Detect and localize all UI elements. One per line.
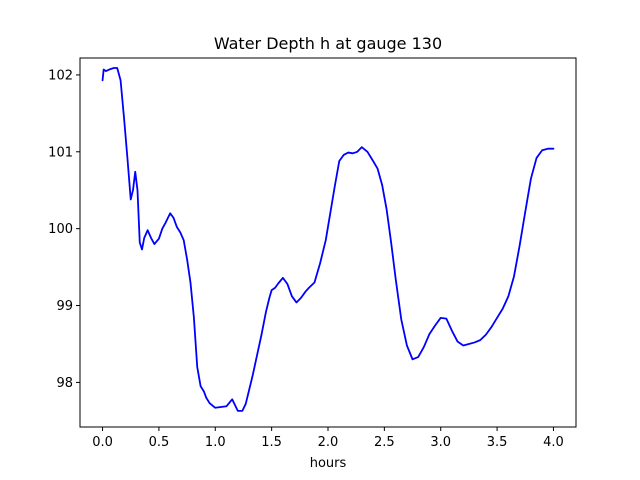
- plot-area: [101, 67, 555, 412]
- x-tick-label: 1.0: [205, 435, 226, 450]
- chart-title: Water Depth h at gauge 130: [214, 34, 442, 53]
- y-tick-label: 100: [48, 222, 73, 237]
- y-tick-label: 98: [56, 376, 73, 391]
- x-axis-label: hours: [310, 456, 347, 471]
- x-tick-label: 2.0: [318, 435, 339, 450]
- y-tick-label: 102: [48, 68, 73, 83]
- x-tick-label: 2.5: [374, 435, 395, 450]
- x-tick-label: 1.5: [261, 435, 282, 450]
- axis-ticks: 0.0 0.5 1.0 1.5 2.0 2.5 3.0 3.5 4.0 98 99 100 101 102: [48, 68, 564, 450]
- x-tick-label: 3.0: [430, 435, 451, 450]
- x-tick-label: 4.0: [543, 435, 564, 450]
- x-tick-label: 0.5: [149, 435, 170, 450]
- series-line-0: [101, 67, 555, 412]
- y-tick-label: 101: [48, 145, 73, 160]
- x-tick-label: 0.0: [92, 435, 113, 450]
- x-tick-label: 3.5: [487, 435, 508, 450]
- axes-frame: [79, 57, 577, 428]
- y-tick-label: 99: [56, 299, 73, 314]
